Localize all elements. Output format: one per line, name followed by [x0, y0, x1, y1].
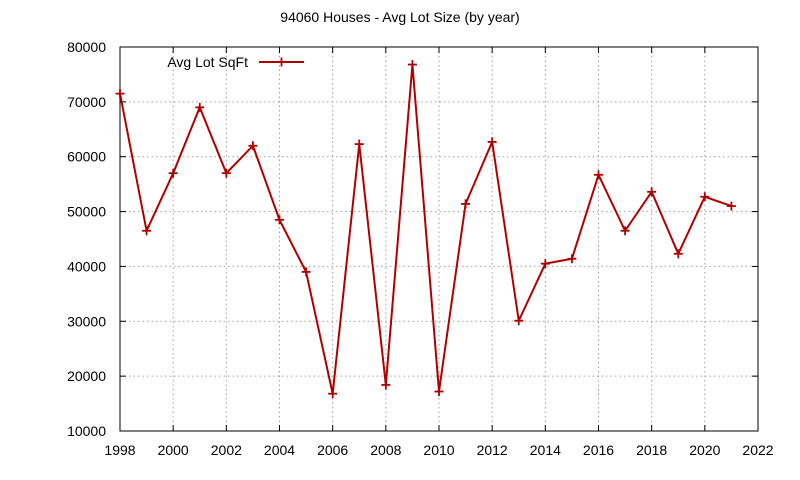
data-point [407, 60, 417, 70]
grid-lines [120, 47, 758, 431]
data-point [726, 201, 736, 211]
data-point [540, 259, 550, 269]
x-tick-label: 2002 [211, 442, 242, 458]
y-tick-label: 70000 [67, 94, 106, 110]
x-tick-label: 2020 [689, 442, 720, 458]
series-0 [115, 60, 736, 399]
x-tick-label: 2000 [158, 442, 189, 458]
series-layer [115, 60, 736, 399]
x-tick-label: 2006 [317, 442, 348, 458]
x-tick-label: 2014 [530, 442, 561, 458]
x-tick-label: 1998 [104, 442, 135, 458]
data-point [700, 192, 710, 202]
data-point [487, 137, 497, 147]
data-point [673, 249, 683, 259]
data-point [461, 199, 471, 209]
x-tick-label: 2022 [742, 442, 773, 458]
data-point [434, 387, 444, 397]
legend-marker-plus [277, 57, 286, 67]
data-point [567, 254, 577, 264]
x-tick-label: 2010 [423, 442, 454, 458]
data-point [248, 141, 258, 151]
y-tick-label: 60000 [67, 149, 106, 165]
y-tick-label: 50000 [67, 204, 106, 220]
x-tick-label: 2018 [636, 442, 667, 458]
data-point [594, 170, 603, 180]
data-point [195, 102, 205, 112]
x-tick-label: 2004 [264, 442, 295, 458]
data-point [301, 267, 311, 277]
legend: Avg Lot SqFt [167, 54, 304, 70]
data-point [328, 389, 338, 399]
x-tick-label: 2012 [477, 442, 508, 458]
plot-frame [119, 46, 759, 432]
axes [119, 46, 759, 432]
data-point [115, 89, 125, 99]
y-tick-label: 30000 [67, 313, 106, 329]
data-point [647, 187, 657, 197]
x-tick-label: 2016 [583, 442, 614, 458]
data-point [275, 215, 284, 225]
data-point [168, 168, 178, 178]
y-tick-label: 80000 [67, 39, 106, 55]
chart-title: 94060 Houses - Avg Lot Size (by year) [280, 9, 519, 25]
y-tick-label: 40000 [67, 258, 106, 274]
data-point [381, 380, 391, 390]
series-line [119, 64, 732, 394]
data-point [514, 316, 524, 326]
data-point [354, 139, 364, 149]
data-point [221, 168, 231, 178]
data-point [142, 226, 152, 236]
data-point [620, 226, 630, 236]
legend-label: Avg Lot SqFt [167, 54, 248, 70]
y-tick-label: 20000 [67, 368, 106, 384]
legend-marker [277, 57, 286, 67]
y-axis-tick-labels: 10000 20000 30000 40000 50000 60000 70000 80000 [67, 39, 106, 439]
x-tick-label: 2008 [370, 442, 401, 458]
x-axis-tick-labels: 1998 2000 2002 2004 2006 2008 2010 2012 2014 2016… [104, 442, 773, 458]
y-tick-label: 10000 [67, 423, 106, 439]
